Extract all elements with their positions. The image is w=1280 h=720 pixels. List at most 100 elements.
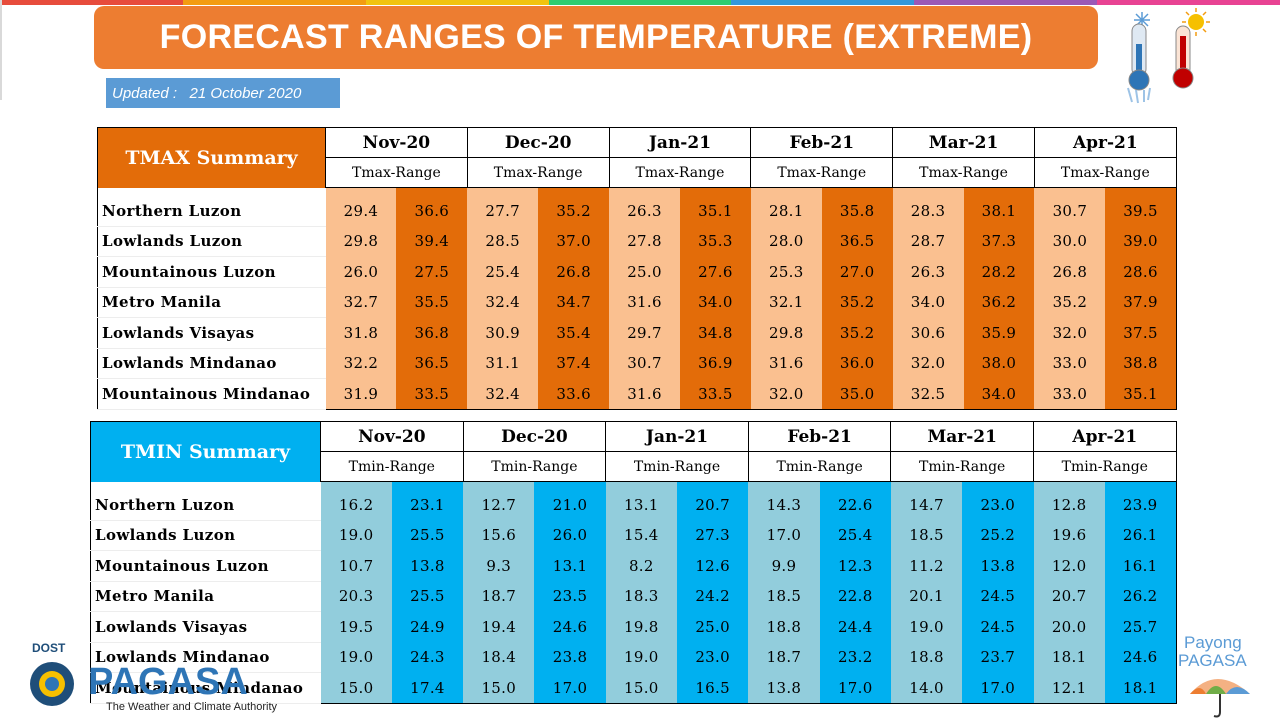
range-high-value: 34.8	[679, 317, 751, 348]
spacer-cell	[890, 481, 963, 490]
range-low-value: 26.3	[892, 256, 964, 287]
month-header: Feb-21	[750, 127, 894, 158]
range-high-value: 13.8	[962, 550, 1034, 581]
table-row: Lowlands Luzon 29.8 39.4 28.5 37.0 27.8 35.3 28…	[97, 226, 1177, 257]
range-low-value: 14.0	[890, 672, 963, 703]
range-high-value: 33.5	[396, 378, 468, 409]
range-low-value: 18.4	[463, 642, 535, 673]
spacer-cell	[467, 187, 539, 196]
table-row: Northern Luzon 29.4 36.6 27.7 35.2 26.3 35.1 28…	[97, 195, 1177, 227]
range-high-value: 28.2	[963, 256, 1035, 287]
thermometer-icon	[1122, 6, 1214, 104]
spacer-cell	[538, 187, 610, 196]
range-low-value: 26.0	[325, 256, 397, 287]
spacer-cell	[679, 187, 751, 196]
range-low-value: 11.2	[890, 550, 963, 581]
month-header: Nov-20	[320, 421, 464, 452]
spacer-cell	[396, 187, 468, 196]
range-high-value: 25.0	[676, 611, 749, 642]
payong-pagasa-logo: Payong PAGASA	[1178, 633, 1250, 718]
range-high-value: 23.7	[962, 642, 1034, 673]
range-low-value: 19.0	[320, 642, 392, 673]
strip-segment	[365, 0, 549, 5]
range-low-value: 29.4	[325, 195, 397, 226]
range-high-value: 21.0	[534, 489, 606, 520]
payong-text: Payong	[1184, 633, 1242, 652]
range-low-value: 31.6	[609, 287, 680, 318]
range-high-value: 35.4	[538, 317, 610, 348]
region-name: Mountainous Mindanao	[90, 672, 321, 704]
range-high-value: 23.2	[819, 642, 891, 673]
range-high-value: 25.2	[962, 520, 1034, 551]
range-low-value: 19.0	[890, 611, 963, 642]
range-high-value: 36.0	[821, 348, 893, 379]
range-label: Tmin-Range	[1033, 451, 1177, 482]
range-high-value: 35.2	[821, 317, 893, 348]
table-row: Northern Luzon 16.2 23.1 12.7 21.0 13.1 20.7 14…	[90, 489, 1177, 521]
table-row: Lowlands Luzon 19.0 25.5 15.6 26.0 15.4 27.3 17…	[90, 520, 1177, 551]
range-low-value: 19.5	[320, 611, 392, 642]
range-low-value: 33.0	[1034, 378, 1106, 409]
range-high-value: 27.6	[679, 256, 751, 287]
tmin-summary-table: TMIN Summary Nov-20 Dec-20 Jan-21 Feb-21 Mar-…	[90, 421, 1177, 704]
range-low-value: 12.7	[463, 489, 535, 520]
region-name: Metro Manila	[90, 581, 321, 612]
range-high-value: 22.8	[819, 581, 891, 612]
range-low-value: 30.9	[467, 317, 539, 348]
range-high-value: 34.0	[679, 287, 751, 318]
range-low-value: 12.1	[1033, 672, 1105, 703]
month-header: Mar-21	[892, 127, 1035, 158]
range-high-value: 26.1	[1104, 520, 1177, 551]
range-low-value: 31.9	[325, 378, 397, 409]
range-high-value: 35.2	[821, 287, 893, 318]
range-high-value: 39.5	[1105, 195, 1177, 226]
table-row: Mountainous Luzon 26.0 27.5 25.4 26.8 25.0 27.…	[97, 256, 1177, 288]
range-low-value: 15.0	[320, 672, 392, 703]
range-label: Tmax-Range	[325, 157, 468, 188]
tmax-month-header-row: TMAX Summary Nov-20 Dec-20 Jan-21 Feb-21 Mar-…	[97, 127, 1177, 188]
range-low-value: 15.4	[605, 520, 677, 551]
range-high-value: 35.5	[396, 287, 468, 318]
region-name: Lowlands Mindanao	[97, 348, 326, 379]
range-low-value: 25.0	[609, 256, 680, 287]
region-name: Mountainous Mindanao	[97, 378, 326, 410]
range-high-value: 26.0	[534, 520, 606, 551]
spacer-row	[91, 481, 1177, 490]
strip-segment	[731, 0, 915, 5]
range-label: Tmax-Range	[750, 157, 894, 188]
range-low-value: 32.1	[750, 287, 822, 318]
range-low-value: 32.2	[325, 348, 397, 379]
table-row: Lowlands Mindanao 32.2 36.5 31.1 37.4 30.7 36.…	[97, 348, 1177, 379]
spacer-cell	[391, 481, 464, 490]
tmax-range-header-row: Tmax-Range Tmax-Range Tmax-Range Tmax-Range…	[98, 157, 1177, 188]
range-low-value: 18.5	[890, 520, 963, 551]
range-high-value: 26.2	[1104, 581, 1177, 612]
range-high-value: 18.1	[1104, 672, 1177, 703]
region-name: Northern Luzon	[97, 195, 326, 227]
table-row: Metro Manila 20.3 25.5 18.7 23.5 18.3 24.2 18.5…	[90, 581, 1177, 612]
range-high-value: 36.5	[396, 348, 468, 379]
page-title: FORECAST RANGES OF TEMPERATURE (EXTREME)	[94, 6, 1098, 69]
range-low-value: 20.3	[320, 581, 392, 612]
range-low-value: 10.7	[320, 550, 392, 581]
range-high-value: 24.2	[676, 581, 749, 612]
range-high-value: 27.5	[396, 256, 468, 287]
range-high-value: 36.6	[396, 195, 468, 226]
range-high-value: 38.1	[963, 195, 1035, 226]
range-low-value: 9.3	[463, 550, 535, 581]
range-low-value: 28.3	[892, 195, 964, 226]
range-low-value: 14.3	[748, 489, 820, 520]
range-high-value: 25.5	[391, 581, 464, 612]
range-high-value: 23.5	[534, 581, 606, 612]
range-low-value: 15.0	[605, 672, 677, 703]
range-low-value: 28.1	[750, 195, 822, 226]
range-low-value: 32.0	[1034, 317, 1106, 348]
range-low-value: 19.0	[605, 642, 677, 673]
range-low-value: 18.8	[748, 611, 820, 642]
range-low-value: 35.2	[1034, 287, 1106, 318]
range-high-value: 35.0	[821, 378, 893, 409]
range-low-value: 18.8	[890, 642, 963, 673]
range-low-value: 15.0	[463, 672, 535, 703]
range-low-value: 16.2	[320, 489, 392, 520]
month-header: Apr-21	[1033, 421, 1177, 452]
